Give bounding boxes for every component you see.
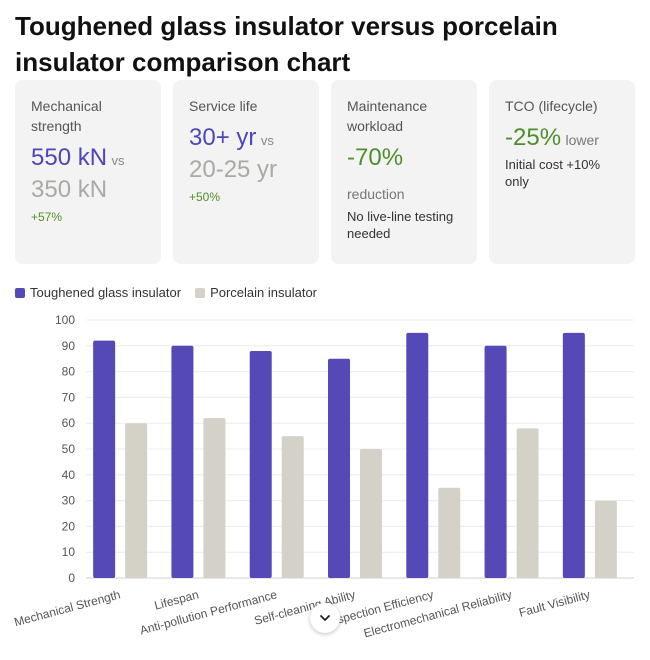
tco-sub: lower <box>565 132 599 148</box>
y-tick-label: 20 <box>62 519 76 533</box>
porcelain-value: 350 kN <box>31 176 108 203</box>
y-tick-label: 60 <box>62 416 76 430</box>
maintenance-value: -70% <box>347 144 404 171</box>
y-tick-label: 30 <box>62 494 76 508</box>
bar-glass <box>562 332 585 578</box>
y-tick-label: 50 <box>62 442 76 456</box>
bar-porcelain <box>360 449 382 578</box>
y-tick-label: 90 <box>62 339 76 353</box>
vs-label: vs <box>260 133 274 148</box>
bar-glass <box>93 340 116 578</box>
delta-value: +50% <box>189 190 221 204</box>
maintenance-note: No live-line testing needed <box>347 209 454 241</box>
y-tick-label: 100 <box>55 313 75 327</box>
legend-item-porcelain[interactable]: Porcelain insulator <box>195 285 317 300</box>
card-service-life: Service life 30+ yr vs 20-25 yr +50% <box>173 80 319 264</box>
glass-value: 30+ yr <box>189 124 257 151</box>
chevron-down-icon <box>320 615 330 621</box>
bar-porcelain <box>125 423 148 578</box>
legend-label-glass: Toughened glass insulator <box>30 285 182 300</box>
glass-value: 550 kN <box>31 144 108 171</box>
maintenance-sub: reduction <box>347 186 405 202</box>
delta-value: +57% <box>31 210 63 224</box>
tco-note: Initial cost +10% only <box>505 157 601 189</box>
card-maintenance: Maintenance workload -70% reduction No l… <box>331 80 477 264</box>
bar-chart: 0 10 20 30 40 50 60 70 80 90 100 Mechanical Strengt… <box>13 313 634 640</box>
card-mechanical-strength: Mechanical strength 550 kN vs 350 kN +57… <box>15 80 161 264</box>
bar-glass <box>171 345 194 578</box>
tco-value: -25% <box>505 124 562 151</box>
x-tick-label: Mechanical Strength <box>13 587 122 629</box>
porcelain-value: 20-25 yr <box>189 156 278 183</box>
bar-glass <box>328 358 350 578</box>
bar-porcelain <box>516 428 539 578</box>
x-tick-label: Fault Visibility <box>517 587 591 619</box>
card-label: Maintenance workload <box>347 98 428 134</box>
bar-porcelain <box>594 500 617 578</box>
chart-title: Toughened glass insulator versus porcela… <box>15 11 558 77</box>
summary-cards: Mechanical strength 550 kN vs 350 kN +57… <box>15 80 635 264</box>
bar-glass <box>249 350 272 578</box>
legend-label-porcelain: Porcelain insulator <box>210 285 318 300</box>
card-label: TCO (lifecycle) <box>505 98 598 114</box>
scroll-down-button[interactable] <box>310 603 340 633</box>
card-label: Service life <box>189 98 258 114</box>
card-label: Mechanical strength <box>31 98 102 134</box>
bar-porcelain <box>438 487 461 578</box>
y-tick-label: 10 <box>62 545 76 559</box>
bar-porcelain <box>281 436 304 578</box>
y-tick-label: 80 <box>62 365 76 379</box>
y-tick-label: 70 <box>62 390 76 404</box>
legend-item-glass[interactable]: Toughened glass insulator <box>15 285 181 300</box>
bar-glass <box>406 332 429 578</box>
y-tick-label: 40 <box>62 468 76 482</box>
legend-swatch-glass <box>15 287 25 298</box>
card-tco: TCO (lifecycle) -25% lower Initial cost … <box>489 80 635 264</box>
y-tick-label: 0 <box>68 571 75 585</box>
bar-porcelain <box>203 418 226 578</box>
vs-label: vs <box>111 153 125 168</box>
legend-swatch-porcelain <box>195 287 206 298</box>
chart-legend: Toughened glass insulator Porcelain insu… <box>15 285 331 300</box>
bar-glass <box>484 345 507 578</box>
